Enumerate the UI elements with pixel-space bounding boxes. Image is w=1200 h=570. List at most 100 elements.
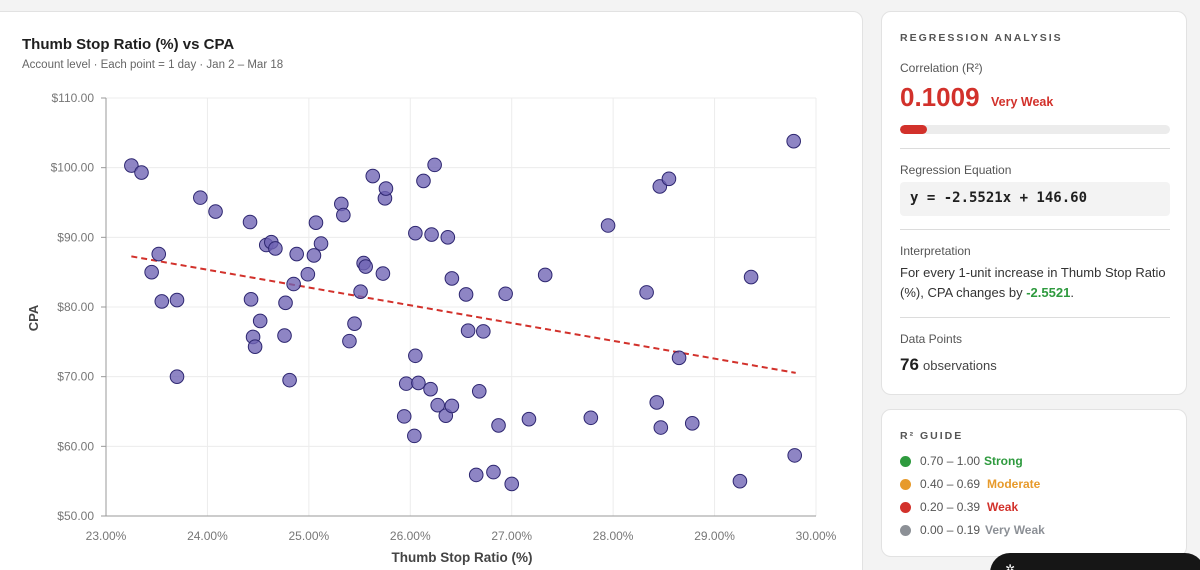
x-tick-label: 28.00% (593, 529, 634, 543)
data-point (396, 409, 412, 424)
guide-range: 0.20 – 0.39 (920, 500, 981, 514)
data-point (247, 339, 263, 355)
y-tick-label: $100.00 (51, 161, 95, 175)
x-tick-label: 25.00% (289, 529, 330, 543)
data-point (498, 286, 513, 302)
data-point (732, 473, 748, 489)
guide-range: 0.70 – 1.00 (920, 454, 981, 468)
data-points (124, 133, 803, 492)
data-point (430, 397, 445, 413)
data-point (277, 328, 292, 343)
data-point (286, 276, 301, 292)
r2-strength-label: Very Weak (991, 95, 1054, 109)
correlation-label: Correlation (R²) (900, 61, 983, 75)
guide-dot (900, 479, 911, 490)
interpretation-coefficient: -2.5521 (1026, 285, 1071, 300)
r2-guide-card: R² GUIDE 0.70 – 1.00 Strong 0.40 – 0.69 … (881, 409, 1187, 557)
data-point (504, 476, 520, 492)
data-point (583, 410, 599, 426)
guide-dot (900, 502, 911, 513)
r2-value: 0.1009 (900, 82, 980, 112)
data-point (424, 227, 439, 242)
data-point (460, 323, 476, 338)
chart-grid (105, 97, 817, 517)
y-tick-label: $60.00 (57, 439, 94, 453)
data-point (300, 266, 316, 282)
data-point (444, 271, 460, 286)
data-point (308, 215, 324, 231)
data-point (440, 230, 456, 245)
r2-progress-bar (900, 125, 1170, 134)
data-point (537, 267, 553, 283)
data-point (353, 284, 368, 299)
equation-text: y = -2.5521x + 146.60 (910, 190, 1088, 206)
floating-action-button[interactable]: ✲ (990, 553, 1200, 570)
guide-dot (900, 456, 911, 467)
data-point (242, 214, 258, 230)
equation-box: y = -2.5521x + 146.60 (900, 182, 1170, 216)
guide-name: Strong (984, 454, 1023, 468)
data-point (243, 292, 259, 307)
guide-name: Very Weak (985, 523, 1045, 537)
data-point (684, 416, 700, 431)
data-point (653, 420, 669, 435)
data-point (358, 259, 373, 274)
data-point (268, 241, 283, 256)
data-point (458, 287, 474, 302)
chart-card: 23.00% 24.00% 25.00% 26.00% 27.00% 28.00% 29.0… (0, 11, 863, 570)
regression-trendline (131, 255, 796, 374)
data-point (661, 171, 677, 187)
data-points-count: 76 (900, 355, 919, 374)
divider (900, 148, 1170, 149)
chart-title: Thumb Stop Ratio (%) vs CPA (22, 36, 235, 53)
data-point (169, 369, 185, 384)
x-tick-label: 24.00% (187, 529, 228, 543)
data-point (169, 292, 185, 308)
data-point (193, 190, 208, 205)
data-point (313, 236, 329, 251)
data-point (144, 264, 159, 280)
sparkle-icon: ✲ (1005, 562, 1016, 570)
data-point (600, 218, 616, 233)
divider (900, 229, 1170, 230)
interpretation-label: Interpretation (900, 244, 971, 258)
data-point (398, 376, 414, 391)
r2-progress-fill (900, 125, 928, 134)
y-tick-label: $70.00 (57, 370, 94, 384)
data-point (208, 204, 223, 219)
data-point (306, 248, 322, 263)
data-point (408, 348, 423, 364)
data-point (486, 464, 501, 480)
x-axis-title: Thumb Stop Ratio (%) (392, 550, 533, 565)
data-point (671, 350, 687, 366)
data-point (521, 411, 537, 427)
x-tick-label: 29.00% (694, 529, 735, 543)
data-point (365, 168, 381, 184)
guide-section-title: R² GUIDE (900, 430, 964, 442)
data-point (154, 294, 170, 309)
x-tick-label: 23.00% (86, 529, 127, 543)
chart-subtitle: Account level · Each point = 1 day · Jan… (22, 59, 284, 71)
guide-name: Weak (987, 500, 1019, 514)
data-point (282, 372, 297, 388)
guide-range: 0.00 – 0.19 (920, 523, 981, 537)
data-points-unit: observations (923, 358, 997, 373)
data-point (347, 316, 362, 332)
data-point (407, 428, 422, 444)
y-axis-title: CPA (26, 304, 41, 331)
interpretation-body: For every 1-unit increase in Thumb Stop … (900, 265, 1166, 300)
x-tick-label: 27.00% (491, 529, 532, 543)
regression-card: REGRESSION ANALYSIS Correlation (R²) 0.1… (881, 11, 1187, 395)
data-point (378, 181, 394, 196)
data-point (411, 375, 426, 391)
data-point (151, 246, 167, 262)
data-point (471, 383, 487, 399)
data-point (336, 207, 351, 223)
interpretation-text: For every 1-unit increase in Thumb Stop … (900, 263, 1180, 303)
data-point (639, 285, 654, 300)
equation-label: Regression Equation (900, 163, 1012, 177)
y-tick-label: $50.00 (57, 509, 94, 523)
guide-name: Moderate (987, 477, 1041, 491)
x-tick-label: 26.00% (390, 529, 431, 543)
data-point (375, 266, 391, 281)
